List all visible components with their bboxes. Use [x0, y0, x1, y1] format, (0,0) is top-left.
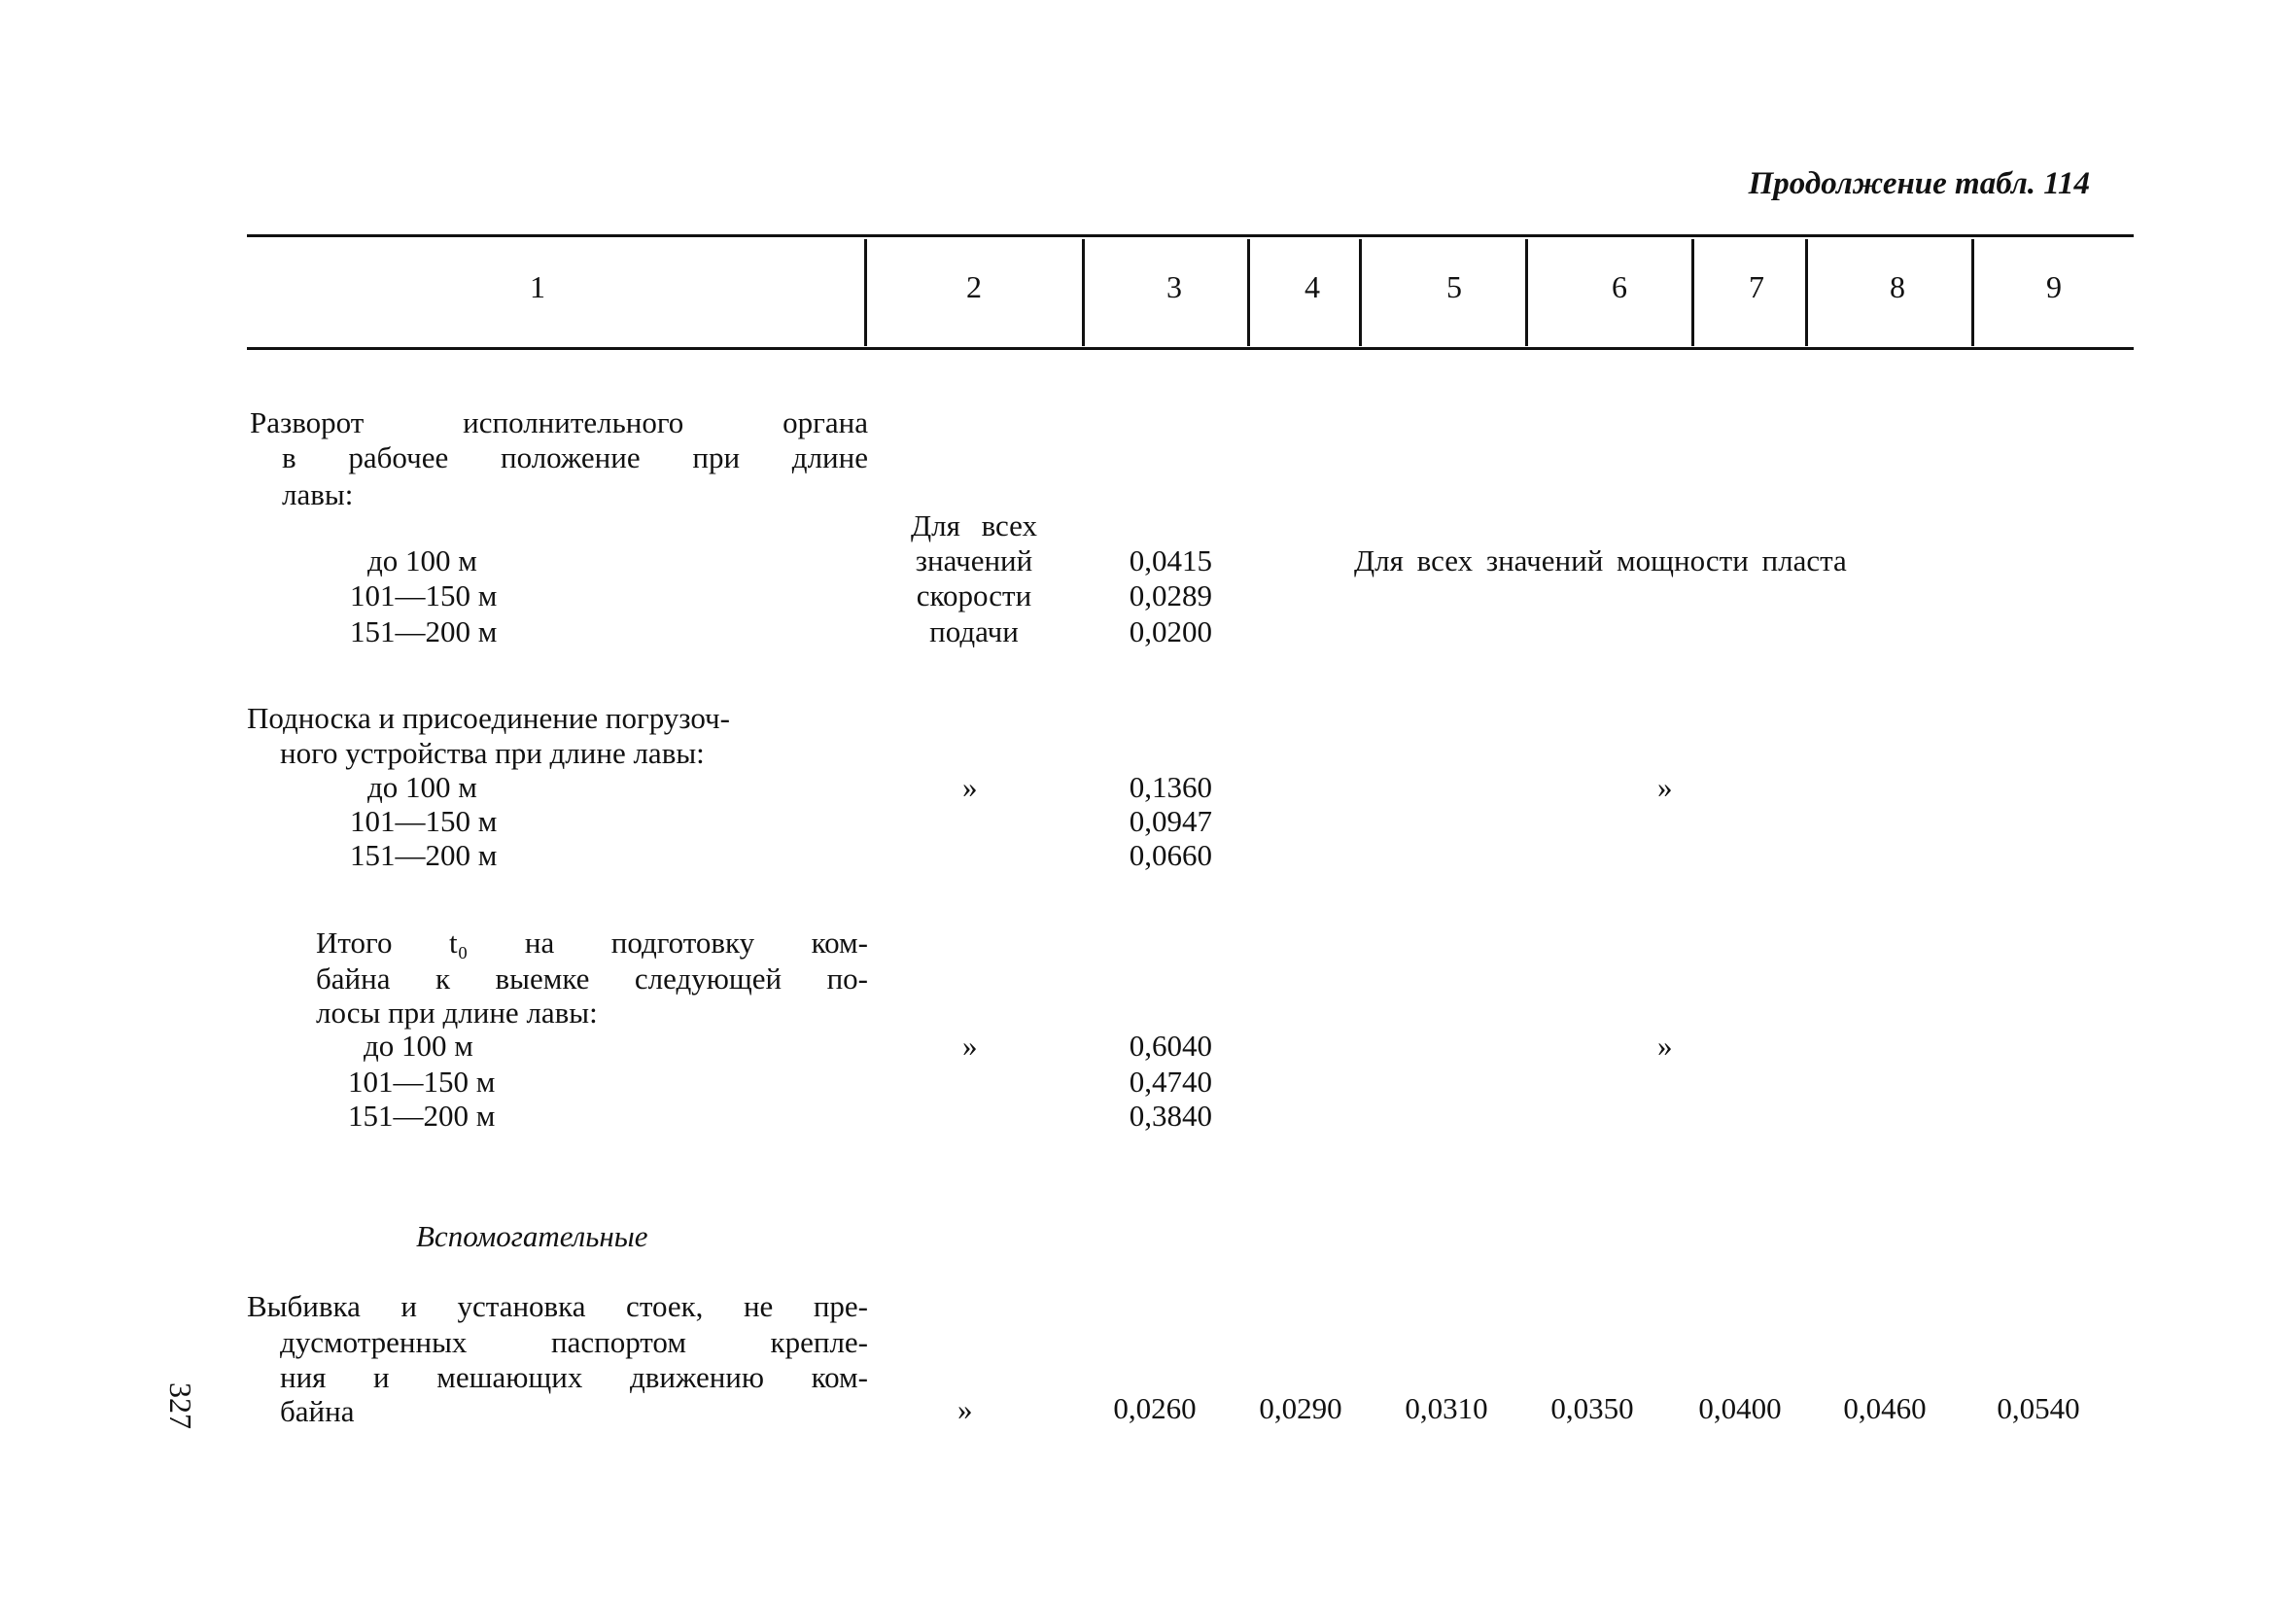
- col3-value: 0,6040: [1129, 1029, 1212, 1063]
- sub-label: до 100 м: [367, 770, 477, 804]
- value-col9: 0,0540: [1997, 1391, 2080, 1425]
- row-title-line: в рабочее положение при длине: [282, 440, 868, 474]
- value-col7: 0,0400: [1698, 1391, 1782, 1425]
- column-header: 5: [1446, 269, 1462, 304]
- column-divider: [1359, 239, 1362, 346]
- row-title-line: ного устройства при длине лавы:: [280, 736, 705, 770]
- column-header: 8: [1890, 269, 1905, 304]
- column-header: 3: [1166, 269, 1182, 304]
- sub-label: до 100 м: [367, 543, 477, 577]
- col3-value: 0,3840: [1129, 1099, 1212, 1133]
- value-col4: 0,0290: [1259, 1391, 1342, 1425]
- ditto-mark: »: [962, 1029, 978, 1063]
- value-col6: 0,0350: [1550, 1391, 1634, 1425]
- page-header: Продолжение табл. 114: [1748, 166, 2090, 201]
- section-heading: Вспомогательные: [416, 1219, 648, 1253]
- column-divider: [1971, 239, 1974, 346]
- row-title-line: байна: [280, 1394, 355, 1428]
- row-title-line: Выбивка и установка стоек, не пре-: [247, 1289, 868, 1323]
- ditto-mark: »: [1657, 1029, 1673, 1063]
- row-title-line: Разворот исполнительного органа: [250, 405, 868, 439]
- column-header: 4: [1305, 269, 1320, 304]
- column-divider: [1247, 239, 1250, 346]
- column-divider: [1805, 239, 1808, 346]
- col3-value: 0,1360: [1129, 770, 1212, 804]
- row-title-line: Подноска и присоединение погрузоч-: [247, 701, 730, 735]
- ditto-mark: »: [957, 1392, 973, 1426]
- col3-value: 0,0660: [1129, 838, 1212, 872]
- row-title-line: лосы при длине лавы:: [316, 996, 598, 1030]
- ditto-mark: »: [962, 770, 978, 804]
- col2-text: значений: [915, 543, 1033, 577]
- column-header: 1: [530, 269, 545, 304]
- sub-label: до 100 м: [364, 1029, 473, 1063]
- table-top-rule: [247, 234, 2134, 237]
- col3-value: 0,4740: [1129, 1065, 1212, 1099]
- column-divider: [1525, 239, 1528, 346]
- value-col5: 0,0310: [1405, 1391, 1488, 1425]
- sub-label: 101—150 м: [350, 578, 498, 612]
- value-col8: 0,0460: [1843, 1391, 1927, 1425]
- row-title-line: Итого t₀ на подготовку ком-: [316, 926, 868, 960]
- row-title-line: байна к выемке следующей по-: [316, 961, 868, 996]
- sub-label: 101—150 м: [350, 804, 498, 838]
- ditto-mark: »: [1657, 770, 1673, 804]
- value-col3: 0,0260: [1113, 1391, 1197, 1425]
- col3-value: 0,0289: [1129, 578, 1212, 612]
- col3-value: 0,0200: [1129, 614, 1212, 648]
- cols4-9-text: Для всех значений мощности пласта: [1354, 543, 1847, 577]
- row-title-line: дусмотренных паспортом крепле-: [280, 1325, 868, 1359]
- sub-label: 151—200 м: [350, 838, 498, 872]
- column-divider: [1691, 239, 1694, 346]
- col3-value: 0,0947: [1129, 804, 1212, 838]
- column-header: 6: [1612, 269, 1627, 304]
- table-header-bottom-rule: [247, 347, 2134, 350]
- row-title-line: лавы:: [282, 477, 354, 511]
- column-header: 9: [2046, 269, 2062, 304]
- page-number: 327: [163, 1382, 198, 1429]
- column-header: 7: [1749, 269, 1764, 304]
- column-divider: [1082, 239, 1085, 346]
- col2-text: скорости: [916, 578, 1032, 612]
- col2-text: Для всех: [910, 508, 1038, 542]
- col2-text: подачи: [929, 614, 1019, 648]
- sub-label: 151—200 м: [350, 614, 498, 648]
- column-header: 2: [966, 269, 982, 304]
- sub-label: 101—150 м: [348, 1065, 496, 1099]
- sub-label: 151—200 м: [348, 1099, 496, 1133]
- col3-value: 0,0415: [1129, 543, 1212, 577]
- column-divider: [864, 239, 867, 346]
- row-title-line: ния и мешающих движению ком-: [280, 1360, 868, 1394]
